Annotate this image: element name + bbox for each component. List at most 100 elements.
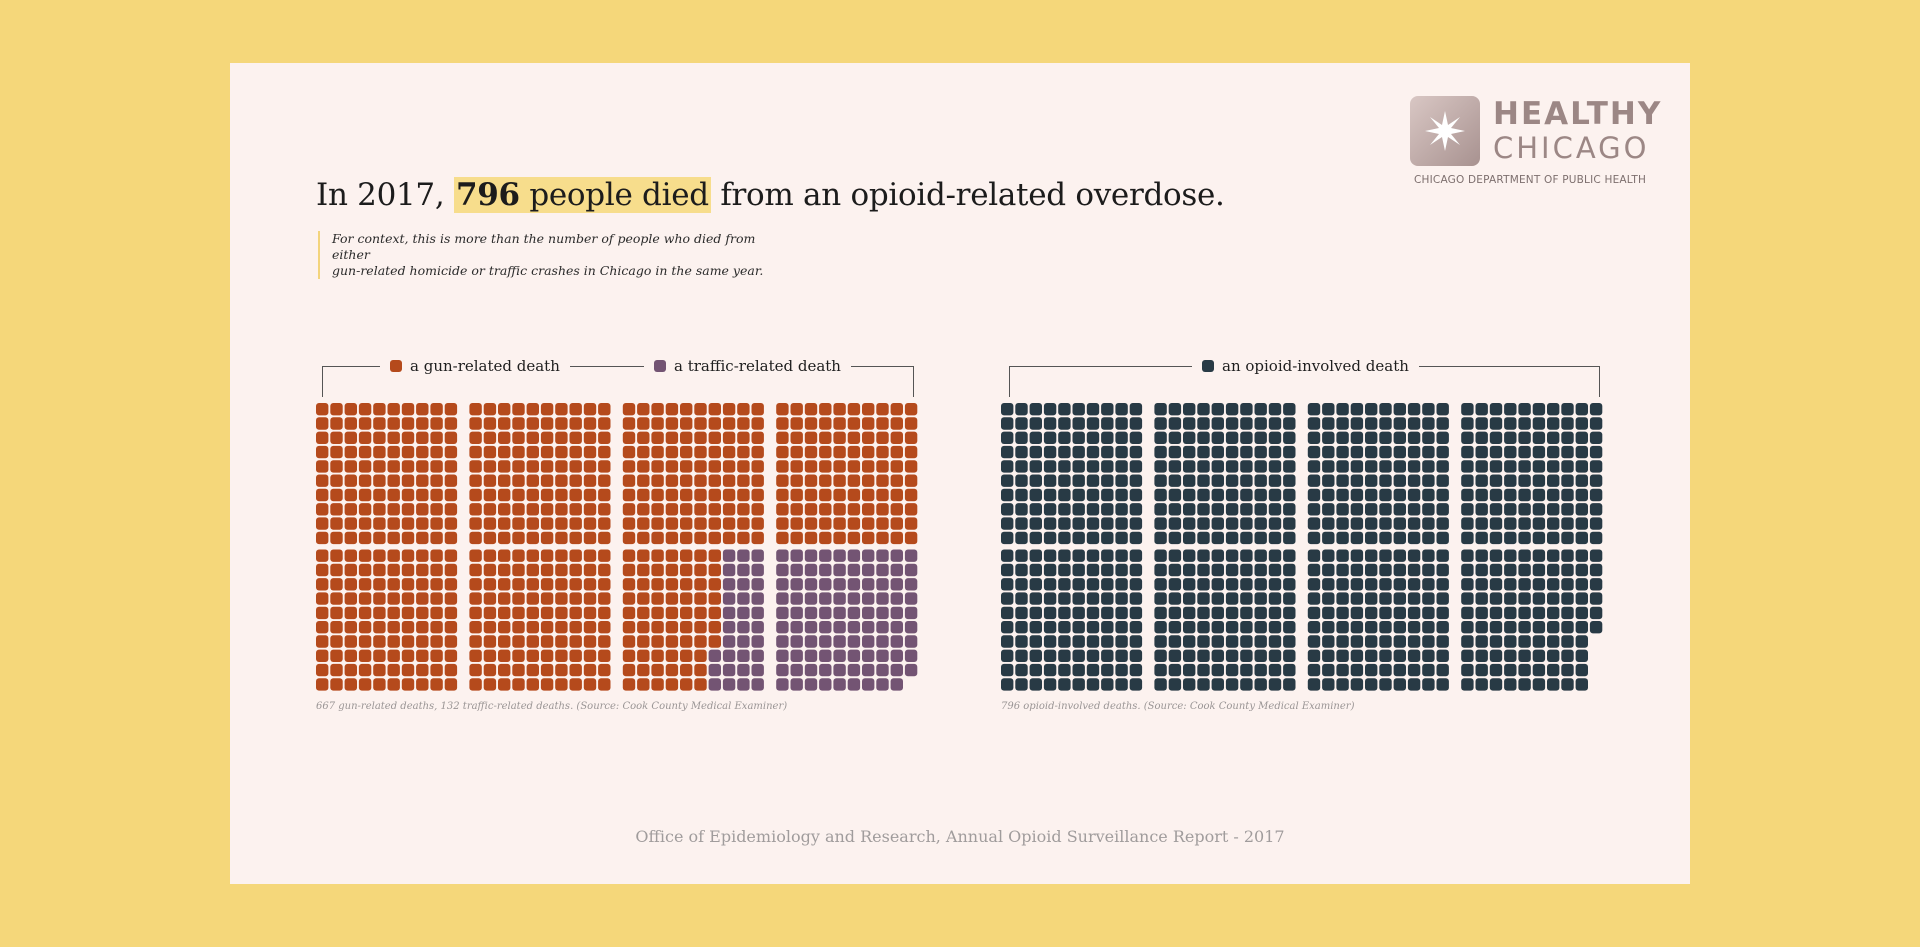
waffle-right-square	[1407, 417, 1421, 430]
waffle-right-square	[1029, 403, 1042, 416]
waffle-left-square	[776, 549, 789, 562]
waffle-left-square	[569, 517, 582, 530]
waffle-left-square	[358, 578, 372, 591]
waffle-right-square	[1307, 417, 1321, 430]
waffle-right-square	[1422, 517, 1435, 530]
waffle-right-square	[1422, 474, 1435, 487]
waffle-right-square	[1365, 621, 1378, 634]
left-bracket	[322, 366, 914, 397]
waffle-right-square	[1101, 563, 1114, 577]
waffle-left-square	[512, 663, 525, 677]
waffle-left-square	[722, 403, 736, 416]
waffle-left-square	[444, 445, 458, 459]
waffle-right-square	[1504, 663, 1517, 677]
waffle-left-square	[665, 503, 679, 516]
waffle-left-square	[665, 563, 679, 577]
waffle-left-square	[316, 549, 329, 562]
waffle-left-square	[651, 431, 664, 444]
waffle-left-square	[622, 663, 636, 677]
waffle-left-square	[833, 460, 846, 473]
waffle-left-square	[498, 621, 511, 634]
waffle-left-square	[847, 488, 861, 502]
waffle-right-square	[1043, 488, 1057, 502]
waffle-left-square	[583, 488, 597, 502]
waffle-left-square	[469, 503, 482, 516]
waffle-right-square	[1461, 517, 1474, 530]
waffle-left-square	[737, 549, 750, 562]
waffle-left-square	[498, 488, 511, 502]
waffle-right-square	[1129, 649, 1143, 662]
waffle-right-square	[1393, 503, 1406, 516]
waffle-left-square	[469, 592, 482, 605]
waffle-right-square	[1475, 531, 1488, 545]
waffle-left-square	[416, 663, 429, 677]
waffle-left-square	[330, 403, 343, 416]
waffle-left-square	[430, 488, 443, 502]
waffle-left-square	[555, 678, 568, 691]
waffle-right-square	[1461, 488, 1474, 502]
waffle-left-square	[498, 445, 511, 459]
waffle-right-square	[1489, 606, 1503, 620]
waffle-right-square	[1225, 578, 1239, 591]
waffle-right-square	[1268, 403, 1282, 416]
waffle-right-square	[1407, 431, 1421, 444]
waffle-right-square	[1283, 460, 1296, 473]
waffle-right-square	[1422, 403, 1435, 416]
waffle-left-square	[722, 417, 736, 430]
waffle-left-square	[598, 549, 611, 562]
waffle-right-square	[1489, 488, 1503, 502]
waffle-left-square	[708, 678, 721, 691]
waffle-left-square	[330, 517, 343, 530]
star-icon	[1410, 96, 1480, 166]
waffle-left-square	[387, 517, 400, 530]
waffle-right-square	[1197, 678, 1210, 691]
waffle-right-square	[1129, 517, 1143, 530]
waffle-right-square	[1225, 403, 1239, 416]
waffle-right-square	[1129, 606, 1143, 620]
waffle-right-square	[1322, 445, 1335, 459]
waffle-right-square	[1268, 678, 1282, 691]
waffle-right-square	[1561, 531, 1574, 545]
waffle-left-square	[751, 649, 764, 662]
waffle-right-square	[1072, 563, 1085, 577]
waffle-left-square	[416, 606, 429, 620]
context-line-1: For context, this is more than the numbe…	[332, 231, 756, 262]
waffle-right-square	[1168, 549, 1182, 562]
waffle-left-square	[862, 531, 875, 545]
waffle-left-square	[344, 606, 357, 620]
waffle-right-square	[1072, 663, 1085, 677]
waffle-right-square	[1183, 563, 1196, 577]
waffle-left-square	[430, 417, 443, 430]
waffle-right-square	[1254, 417, 1267, 430]
waffle-right-square	[1461, 503, 1474, 516]
waffle-right-square	[1043, 445, 1057, 459]
waffle-right-square	[1254, 606, 1267, 620]
waffle-left-square	[540, 663, 554, 677]
waffle-left-square	[622, 549, 636, 562]
waffle-left-square	[651, 678, 664, 691]
waffle-left-square	[598, 621, 611, 634]
waffle-right-square	[1240, 474, 1253, 487]
waffle-left-square	[890, 503, 903, 516]
waffle-left-square	[330, 563, 343, 577]
waffle-right-square	[1379, 474, 1392, 487]
waffle-left-square	[344, 621, 357, 634]
waffle-right-square	[1183, 474, 1196, 487]
waffle-left-square	[680, 403, 693, 416]
waffle-right-square	[1307, 606, 1321, 620]
waffle-left-square	[430, 563, 443, 577]
waffle-left-square	[316, 460, 329, 473]
waffle-left-square	[904, 503, 918, 516]
waffle-right-square	[1422, 549, 1435, 562]
waffle-right-square	[1001, 621, 1014, 634]
waffle-left-square	[469, 563, 482, 577]
waffle-left-square	[904, 445, 918, 459]
waffle-left-square	[776, 474, 789, 487]
waffle-left-square	[401, 488, 415, 502]
waffle-right-square	[1072, 431, 1085, 444]
waffle-left-square	[862, 431, 875, 444]
waffle-right-square	[1461, 403, 1474, 416]
waffle-left-square	[512, 417, 525, 430]
waffle-left-square	[708, 649, 721, 662]
waffle-left-square	[694, 663, 707, 677]
